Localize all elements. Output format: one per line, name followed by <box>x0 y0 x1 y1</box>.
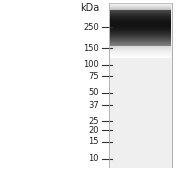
Text: 37: 37 <box>88 101 99 110</box>
Text: 25: 25 <box>88 117 99 126</box>
Text: 15: 15 <box>88 138 99 147</box>
Text: kDa: kDa <box>80 4 99 14</box>
Text: 150: 150 <box>83 44 99 53</box>
Text: 20: 20 <box>88 126 99 135</box>
Text: 75: 75 <box>88 72 99 81</box>
Bar <box>109 3 172 168</box>
Text: 100: 100 <box>83 60 99 69</box>
Bar <box>109 3 172 168</box>
Text: 50: 50 <box>88 88 99 97</box>
Text: 10: 10 <box>88 154 99 163</box>
Text: 250: 250 <box>83 23 99 32</box>
